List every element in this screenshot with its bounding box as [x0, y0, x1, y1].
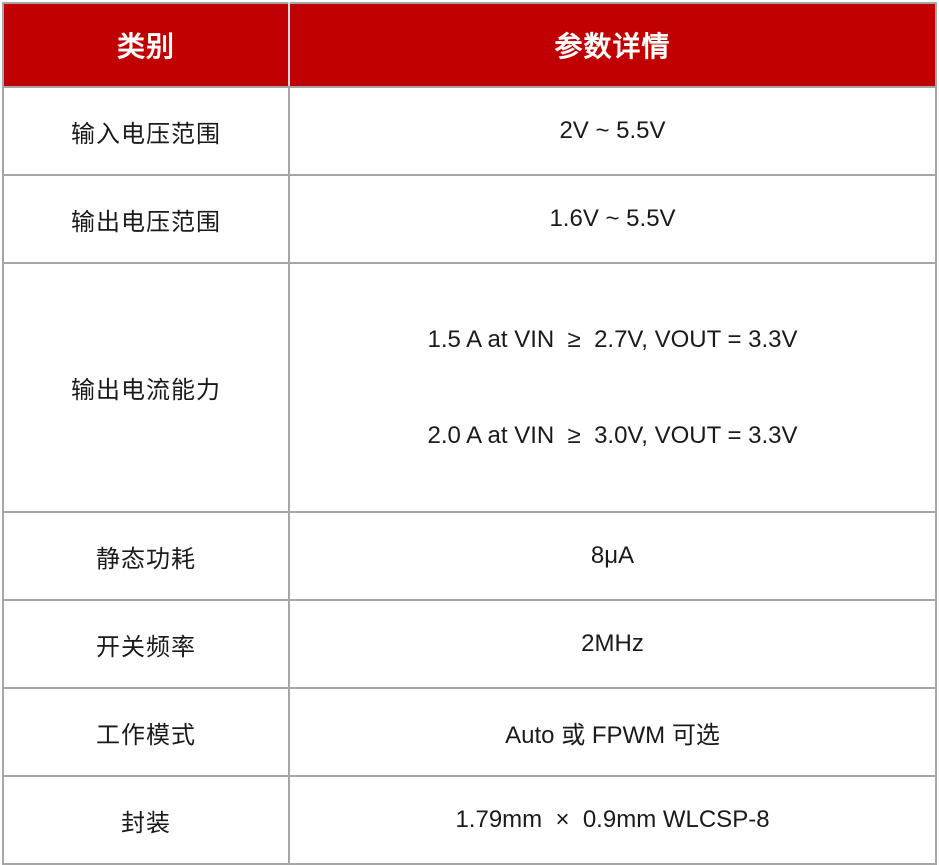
row-value-line-2: 2.0 A at VIN ≥ 3.0V, VOUT = 3.3V — [427, 421, 798, 449]
header-details: 参数详情 — [288, 2, 937, 88]
table-header-row: 类别 参数详情 — [2, 2, 937, 88]
table-row-switching-frequency: 开关频率 2MHz — [2, 599, 937, 690]
row-value: 1.79mm × 0.9mm WLCSP-8 — [288, 775, 937, 865]
row-value-line-1: 1.5 A at VIN ≥ 2.7V, VOUT = 3.3V — [427, 326, 798, 353]
row-label: 输出电流能力 — [2, 261, 290, 514]
table-row-output-voltage: 输出电压范围 1.6V ~ 5.5V — [2, 174, 937, 264]
table-row-operating-mode: 工作模式 Auto 或 FPWM 可选 — [2, 687, 937, 778]
row-value: 2MHz — [288, 599, 937, 690]
row-label: 静态功耗 — [2, 511, 290, 602]
table-row-input-voltage: 输入电压范围 2V ~ 5.5V — [2, 86, 937, 176]
row-label: 工作模式 — [2, 687, 290, 778]
table-row-output-current: 输出电流能力 1.5 A at VIN ≥ 2.7V, VOUT = 3.3V … — [2, 261, 937, 514]
table-row-package: 封装 1.79mm × 0.9mm WLCSP-8 — [2, 775, 937, 865]
row-value: 1.5 A at VIN ≥ 2.7V, VOUT = 3.3V 2.0 A a… — [288, 261, 937, 514]
header-category: 类别 — [2, 2, 290, 88]
table-row-quiescent-current: 静态功耗 8μA — [2, 511, 937, 602]
row-value: 2V ~ 5.5V — [288, 86, 937, 176]
row-label: 输入电压范围 — [2, 86, 290, 176]
row-value: 8μA — [288, 511, 937, 602]
row-label: 封装 — [2, 775, 290, 865]
row-label: 输出电压范围 — [2, 174, 290, 264]
row-label: 开关频率 — [2, 599, 290, 690]
row-value: 1.6V ~ 5.5V — [288, 174, 937, 264]
row-value: Auto 或 FPWM 可选 — [288, 687, 937, 778]
